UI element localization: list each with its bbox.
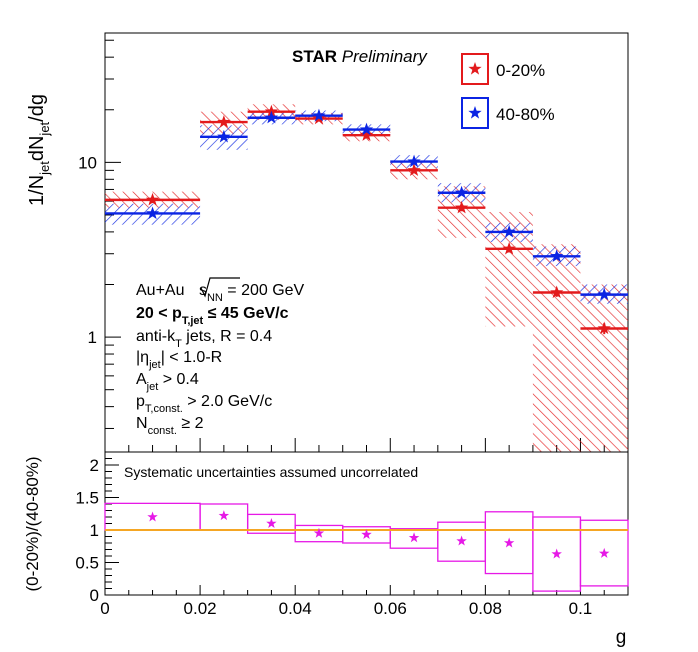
- data-point-0-20%: [407, 163, 421, 177]
- ratio-point: [503, 537, 515, 548]
- annotation-algorithm: anti-kT jets, R = 0.4: [136, 328, 272, 350]
- data-markers: [145, 104, 611, 335]
- bottom-axis-ticks: [104, 451, 629, 596]
- data-point-0-20%: [359, 128, 374, 141]
- bottom-y-axis-title: (0-20%)/(40-80%): [23, 456, 42, 591]
- legend-entry-0-20: 0-20%: [461, 53, 545, 85]
- data-point-40-80%: [550, 249, 564, 262]
- ratio-point: [361, 529, 372, 539]
- ratio-point: [599, 547, 610, 558]
- legend-marker-40-80: [468, 106, 482, 119]
- annotation-pt-const: pT,const. > 2.0 GeV/c: [136, 393, 272, 415]
- annotation-collision: Au+Au sNN = 200 GeV: [136, 282, 305, 304]
- ratio-annotation: Systematic uncertainties assumed uncorre…: [124, 464, 418, 480]
- ratio-point: [456, 535, 467, 546]
- y-tick-label: 1: [88, 328, 97, 347]
- x-axis-title: g: [616, 627, 627, 648]
- top-y-axis-ticks: [105, 39, 121, 429]
- y-tick-label: 1: [90, 521, 99, 540]
- annotations: Au+Au sNN = 200 GeV 20 < pT,jet ≤ 45 GeV…: [136, 277, 305, 437]
- data-point-40-80%: [454, 185, 469, 199]
- ratio-markers: [147, 510, 610, 559]
- top-y-tick-labels: 1 10: [78, 153, 97, 347]
- annotation-n-const: Nconst. ≥ 2: [136, 415, 204, 437]
- data-point-40-80%: [597, 287, 611, 301]
- data-point-40-80%: [145, 206, 160, 220]
- annotation-pt-range: 20 < pT,jet ≤ 45 GeV/c: [136, 305, 289, 327]
- ratio-point: [218, 510, 230, 521]
- top-y-axis-title: 1/NjetdNjet/dg: [26, 94, 52, 206]
- chart-title: STAR Preliminary: [292, 47, 428, 66]
- data-point-40-80%: [312, 108, 326, 122]
- x-tick-label: 0.04: [279, 599, 312, 618]
- sqrt-sign: [200, 277, 240, 298]
- y-tick-label: 1.5: [75, 489, 99, 508]
- x-tick-label: 0.08: [469, 599, 502, 618]
- title-italic: Preliminary: [342, 47, 429, 66]
- ratio-box: [579, 519, 629, 587]
- x-tick-label: 0.1: [569, 599, 593, 618]
- data-point-0-20%: [217, 115, 231, 128]
- y-tick-label: 10: [78, 153, 97, 172]
- legend-label-40-80: 40-80%: [496, 105, 555, 124]
- title-bold: STAR: [292, 47, 337, 66]
- x-tick-label: 0.02: [184, 599, 217, 618]
- ratio-point: [266, 518, 277, 528]
- legend-entry-40-80: 40-80%: [461, 97, 555, 129]
- data-point-0-20%: [145, 192, 160, 206]
- annotation-eta-cut: |ηjet| < 1.0-R: [136, 349, 222, 371]
- data-point-40-80%: [217, 129, 231, 143]
- y-tick-label: 0: [90, 586, 99, 605]
- annotation-area-cut: Ajet > 0.4: [136, 371, 199, 393]
- ratio-point: [147, 511, 158, 522]
- ratio-point: [551, 548, 562, 559]
- ratio-point: [313, 527, 325, 538]
- data-point-0-20%: [550, 285, 564, 299]
- data-point-0-20%: [597, 321, 611, 335]
- data-point-0-20%: [502, 241, 516, 255]
- bottom-tick-labels: 0 0.02 0.04 0.06 0.08 0.1 0 0.5 1 1.5 2: [75, 456, 592, 618]
- legend-marker-0-20: [468, 62, 482, 75]
- legend: 0-20% 40-80%: [461, 53, 555, 129]
- x-tick-label: 0: [100, 599, 109, 618]
- ratio-box: [246, 513, 296, 534]
- y-tick-label: 0.5: [75, 554, 99, 573]
- x-tick-label: 0.06: [374, 599, 407, 618]
- data-point-40-80%: [264, 110, 279, 124]
- y-tick-label: 2: [90, 456, 99, 475]
- data-point-0-20%: [454, 200, 469, 214]
- sys-band-0-20%: [580, 284, 628, 452]
- data-point-40-80%: [407, 154, 421, 168]
- data-point-40-80%: [359, 122, 374, 136]
- legend-label-0-20: 0-20%: [496, 61, 545, 80]
- ratio-systematic-boxes: [104, 502, 629, 592]
- ratio-point: [408, 532, 420, 543]
- sys-band-0-20%: [532, 244, 581, 452]
- data-point-40-80%: [502, 224, 516, 238]
